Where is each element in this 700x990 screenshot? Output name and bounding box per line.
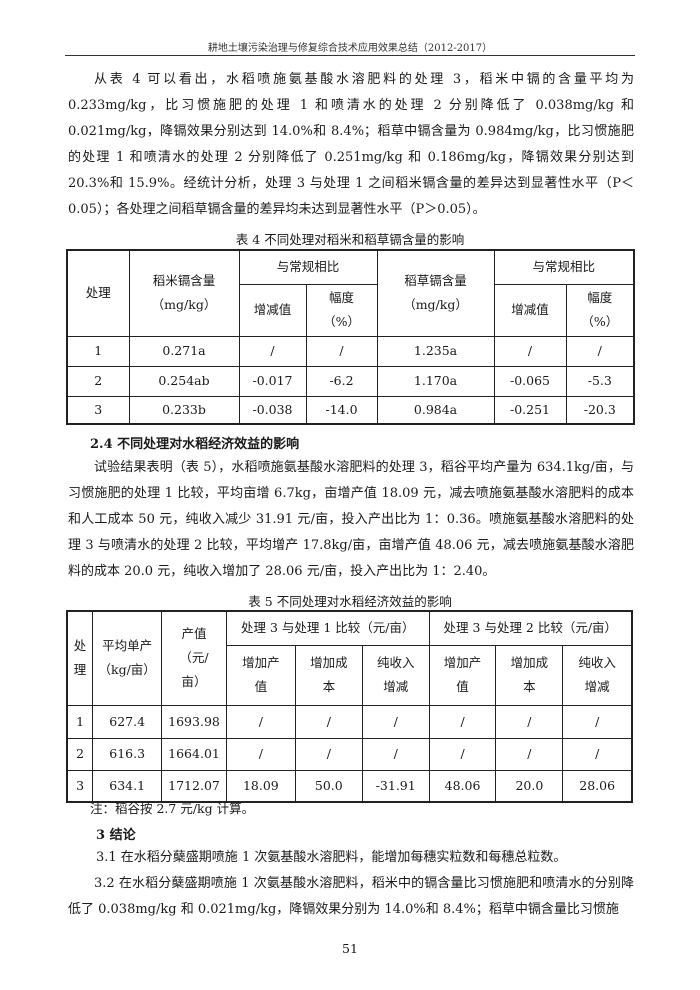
cell: 3 [66,395,130,425]
cell: / [361,737,430,771]
th-treatment: 处理 [66,249,130,337]
th-compare-2: 处理 3 与处理 2 比较（元/亩） [428,610,633,646]
cell: 0.271a [128,335,240,367]
th-compare-rice: 与常规相比 [238,249,378,285]
th-inc-cost: 增加成本 [495,644,564,706]
cell: -0.038 [238,395,307,425]
running-header: 耕地土壤污染治理与修复综合技术应用效果总结（2012-2017） [207,43,493,54]
cell: 1.170a [376,365,495,397]
header-rule [65,55,635,56]
paragraph-text: 试验结果表明（表 5），水稻喷施氨基酸水溶肥料的处理 3，稻谷平均产量为 634… [68,460,634,579]
page-number: 51 [342,941,358,956]
cell: 616.3 [92,737,163,771]
cell: / [428,704,497,739]
table5-note: 注：稻谷按 2.7 元/kg 计算。 [90,801,255,816]
th-treatment: 处理 [66,610,94,706]
cell: / [495,704,564,739]
cell: / [495,737,564,771]
cell: -0.017 [238,365,307,397]
th-inc-value: 增加产值 [428,644,497,706]
table4: 处理 稻米镉含量 （mg/kg） 与常规相比 稻草镉含量 （mg/kg） 与常规相比… [66,249,636,425]
cell: / [294,737,363,771]
paragraph-text: 3.1 在水稻分蘖盛期喷施 1 次氨基酸水溶肥料，能增加每穗实粒数和每穗总粒数。 [96,850,567,865]
th-straw-cd: 稻草镉含量 （mg/kg） [376,249,495,337]
cell: -6.2 [305,365,378,397]
cell: 1.235a [376,335,495,367]
cell: / [361,704,430,739]
paragraph-3-1: 3.1 在水稻分蘖盛期喷施 1 次氨基酸水溶肥料，能增加每穗实粒数和每穗总粒数。 [96,845,636,871]
paragraph-text: 从表 4 可以看出，水稻喷施氨基酸水溶肥料的处理 3，稻米中镉的含量平均为 0.… [68,72,634,217]
cell: / [225,704,296,739]
th-yield: 平均单产 （kg/亩） [92,610,163,706]
table-row: 2 0.254ab -0.017 -6.2 1.170a -0.065 -5.3 [66,365,635,397]
th-inc-value: 增加产值 [225,644,296,706]
cell: 0.984a [376,395,495,425]
table-row: 3 634.1 1712.07 18.09 50.0 -31.91 48.06 20.0 28.… [66,769,633,803]
cell: -0.065 [493,365,567,397]
cell: 1664.01 [161,737,227,771]
paragraph-text: 3.2 在水稻分蘖盛期喷施 1 次氨基酸水溶肥料，稻米中的镉含量比习惯施肥和喷清… [68,876,634,917]
cell: 0.233b [128,395,240,425]
cell: -31.91 [361,769,430,803]
table-row: 2 616.3 1664.01// / / / / [66,737,633,771]
th-compare-1: 处理 3 与处理 1 比较（元/亩） [225,610,430,646]
cell: -0.251 [493,395,567,425]
th-value: 产值 （元/亩） [161,610,227,706]
paragraph-3-2: 3.2 在水稻分蘖盛期喷施 1 次氨基酸水溶肥料，稻米中的镉含量比习惯施肥和喷清… [68,871,634,923]
cell: 1 [66,335,130,367]
cell: 0.254ab [128,365,240,397]
th-range: 幅度 （%） [305,283,378,337]
section-3-heading: 3 结论 [96,828,136,843]
table4-caption: 表 4 不同处理对稻米和稻草镉含量的影响 [235,232,465,247]
th-net: 纯收入 增减 [562,644,633,706]
cell: 1693.98 [161,704,227,739]
section-2-4-heading: 2.4 不同处理对水稻经济效益的影响 [90,437,300,452]
th-compare-straw: 与常规相比 [493,249,635,285]
cell: 2 [66,365,130,397]
cell: -14.0 [305,395,378,425]
cell: / [225,737,296,771]
table-row: 1 0.271a //1.235a / / [66,335,635,367]
cell: 3 [66,769,94,803]
th-change: 增减值 [493,283,567,337]
cell: / [428,737,497,771]
cell: 2 [66,737,94,771]
th-range: 幅度 （%） [565,283,635,337]
th-rice-cd: 稻米镉含量 （mg/kg） [128,249,240,337]
cell: -5.3 [565,365,635,397]
cell: 627.4 [92,704,163,739]
cell: / [562,704,633,739]
cell: 28.06 [562,769,633,803]
table-row: 1 627.4 1693.98// / / / / [66,704,633,739]
cell: 50.0 [294,769,363,803]
cell: -20.3 [565,395,635,425]
cell: 20.0 [495,769,564,803]
cell: / [562,737,633,771]
cell: 18.09 [225,769,296,803]
cell: / [238,335,307,367]
th-change: 增减值 [238,283,307,337]
paragraph-economic: 试验结果表明（表 5），水稻喷施氨基酸水溶肥料的处理 3，稻谷平均产量为 634… [68,455,634,585]
paragraph-table4-analysis: 从表 4 可以看出，水稻喷施氨基酸水溶肥料的处理 3，稻米中镉的含量平均为 0.… [68,67,634,223]
cell: 634.1 [92,769,163,803]
cell: / [305,335,378,367]
cell: 1 [66,704,94,739]
th-inc-cost: 增加成本 [294,644,363,706]
cell: / [493,335,567,367]
th-net: 纯收入 增减 [361,644,430,706]
table-row: 3 0.233b -0.038 -14.0 0.984a -0.251 -20.3 [66,395,635,425]
cell: / [565,335,635,367]
table5-caption: 表 5 不同处理对水稻经济效益的影响 [248,594,452,609]
cell: / [294,704,363,739]
table5: 处理 平均单产 （kg/亩） 产值 （元/亩） 处理 3 与处理 1 比较（元/亩）… [66,610,633,803]
cell: 48.06 [428,769,497,803]
